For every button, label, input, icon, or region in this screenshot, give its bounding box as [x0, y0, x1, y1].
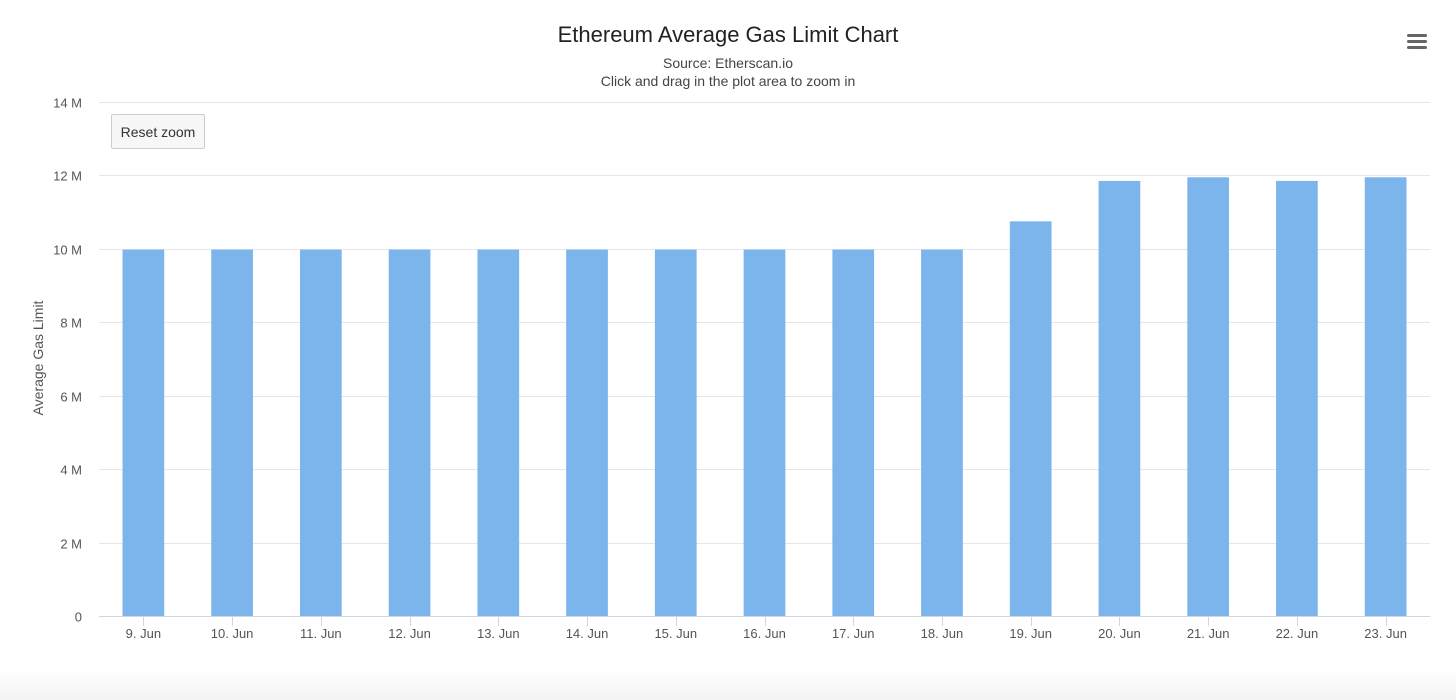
page-bottom-strip — [0, 668, 1456, 700]
bar[interactable] — [654, 249, 697, 616]
bar[interactable] — [1276, 180, 1318, 616]
bar[interactable] — [832, 249, 875, 616]
x-tick-label: 23. Jun — [1364, 626, 1407, 641]
bar[interactable] — [388, 249, 431, 616]
x-tick-label: 18. Jun — [921, 626, 964, 641]
bar[interactable] — [299, 249, 342, 616]
x-tick-label: 10. Jun — [211, 626, 254, 641]
y-tick-label: 10 M — [53, 243, 82, 258]
x-tick-label: 14. Jun — [566, 626, 609, 641]
x-tick-label: 11. Jun — [300, 626, 342, 641]
y-tick-label: 14 M — [53, 96, 82, 111]
y-tick-label: 4 M — [60, 463, 82, 478]
y-tick-label: 8 M — [60, 316, 82, 331]
x-tick-label: 15. Jun — [654, 626, 697, 641]
x-tick-label: 13. Jun — [477, 626, 520, 641]
chart-subtitle: Source: Etherscan.io Click and drag in t… — [0, 54, 1456, 90]
bar[interactable] — [1187, 177, 1230, 616]
x-tick-label: 20. Jun — [1098, 626, 1141, 641]
y-tick-label: 0 — [75, 610, 82, 625]
y-tick-label: 6 M — [60, 390, 82, 405]
bar[interactable] — [1364, 177, 1407, 616]
hamburger-menu-icon[interactable] — [1400, 28, 1434, 54]
bar[interactable] — [743, 249, 786, 616]
axes: 0 2 M 4 M 6 M 8 M 10 M 12 M 14 M 9. Jun 10. Jun 11… — [53, 96, 1430, 641]
x-tick-label: 19. Jun — [1009, 626, 1052, 641]
bar[interactable] — [211, 249, 253, 616]
y-tick-label: 12 M — [53, 169, 82, 184]
bar[interactable] — [1098, 180, 1141, 616]
y-tick-label: 2 M — [60, 537, 82, 552]
reset-zoom-button[interactable]: Reset zoom — [111, 114, 205, 149]
chart-title: Ethereum Average Gas Limit Chart — [557, 22, 899, 47]
bar[interactable] — [1009, 221, 1052, 617]
chart-subtitle-zoom-hint: Click and drag in the plot area to zoom … — [600, 73, 856, 89]
chart-subtitle-source: Source: Etherscan.io — [663, 55, 793, 71]
x-tick-label: 12. Jun — [388, 626, 431, 641]
x-tick-label: 22. Jun — [1276, 626, 1319, 641]
x-tick-label: 9. Jun — [126, 626, 161, 641]
x-tick-label: 17. Jun — [832, 626, 875, 641]
bar[interactable] — [921, 249, 963, 616]
bar-series — [122, 177, 1407, 617]
x-tick-label: 21. Jun — [1187, 626, 1230, 641]
bar[interactable] — [566, 249, 608, 616]
bar[interactable] — [477, 249, 520, 616]
bar[interactable] — [122, 249, 165, 616]
x-tick-label: 16. Jun — [743, 626, 786, 641]
